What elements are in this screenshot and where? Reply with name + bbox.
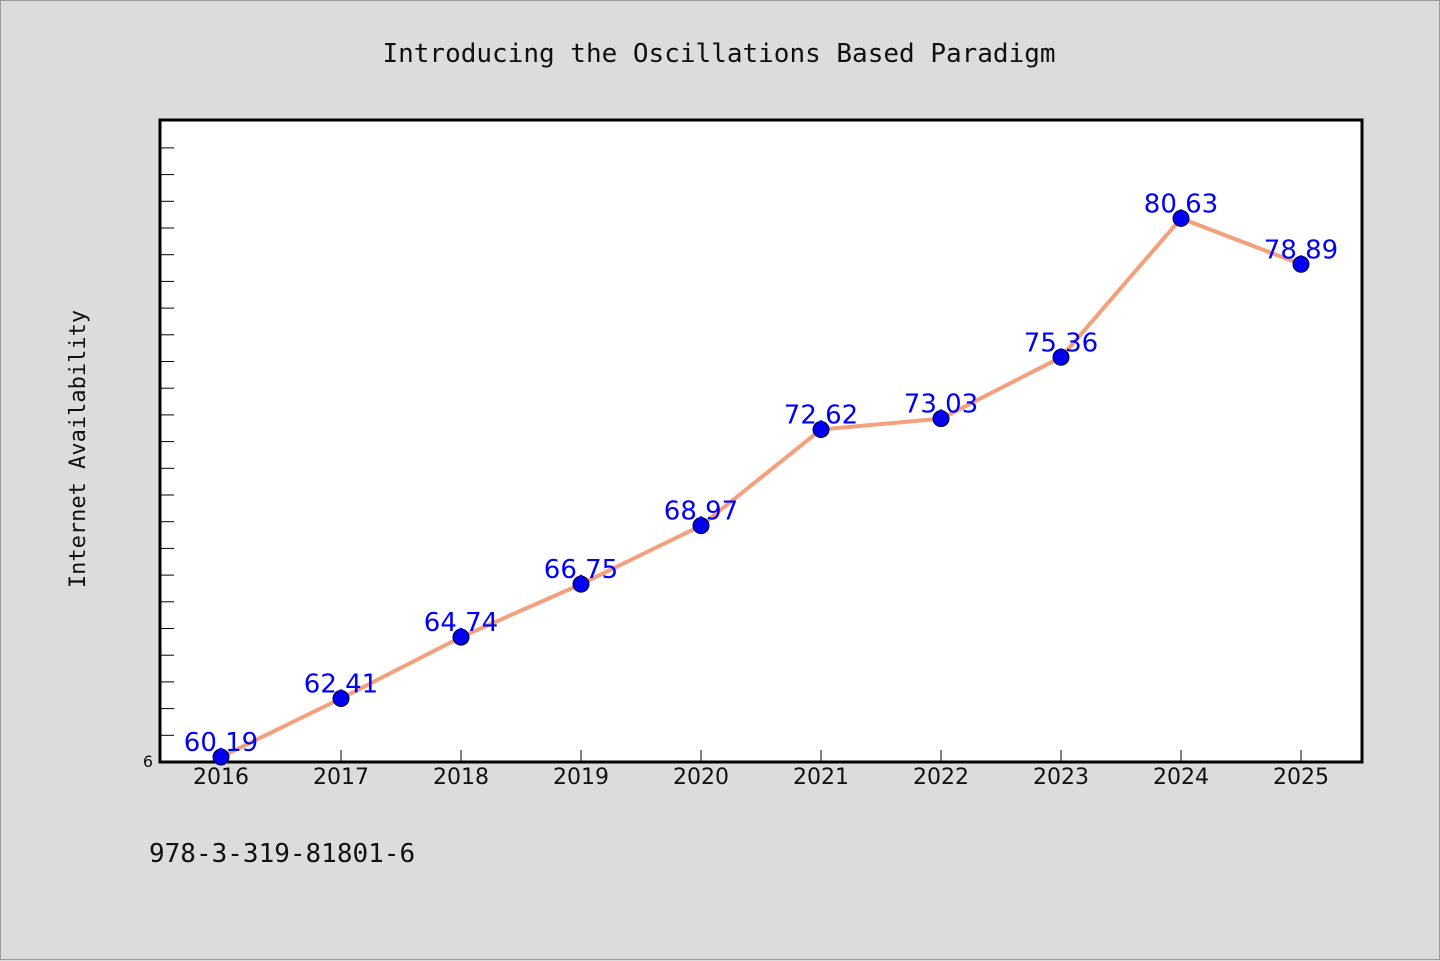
x-axis-ticks: 2016 2017 2018 2019 2020 2021 2022 2023 2024 2025	[193, 750, 1329, 790]
data-labels: 60.19 62.41 64.74 66.75 68.97 72.62 73.03 75.36…	[184, 189, 1338, 758]
data-label: 72.62	[784, 400, 858, 430]
x-tick-label: 2024	[1153, 765, 1209, 790]
data-label: 80.63	[1144, 189, 1218, 219]
y-axis-label: Internet Availability	[66, 310, 91, 588]
series-markers	[212, 209, 1310, 766]
data-label: 68.97	[664, 497, 738, 527]
data-point-marker	[1052, 348, 1070, 366]
data-label: 60.19	[184, 728, 258, 758]
data-point-marker	[812, 420, 830, 438]
chart-title: Introducing the Oscillations Based Parad…	[382, 39, 1055, 69]
data-point-marker	[212, 748, 230, 766]
y-tick-label: 6	[143, 752, 153, 771]
plot-area	[158, 118, 1364, 764]
x-tick-label: 2020	[673, 765, 729, 790]
footnote-isbn: 978-3-319-81801-6	[149, 839, 415, 869]
data-label: 66.75	[544, 555, 618, 585]
data-label: 73.03	[904, 390, 978, 420]
data-label: 75.36	[1024, 328, 1098, 358]
x-tick-label: 2016	[193, 765, 249, 790]
data-point-marker	[692, 517, 710, 535]
data-point-marker	[1172, 209, 1190, 227]
data-point-marker	[452, 628, 470, 646]
x-tick-label: 2025	[1273, 765, 1329, 790]
x-tick-label: 2023	[1033, 765, 1089, 790]
series-line	[220, 216, 1302, 759]
y-axis-ticks	[160, 147, 174, 763]
x-tick-label: 2018	[433, 765, 489, 790]
data-label: 62.41	[304, 669, 378, 699]
data-point-marker	[332, 689, 350, 707]
x-tick-label: 2021	[793, 765, 849, 790]
data-label: 64.74	[424, 608, 498, 638]
data-label: 78.89	[1264, 235, 1338, 265]
data-point-marker	[932, 410, 950, 428]
x-tick-label: 2019	[553, 765, 609, 790]
data-point-marker	[1292, 255, 1310, 273]
x-tick-label: 2017	[313, 765, 369, 790]
data-point-marker	[572, 575, 590, 593]
x-tick-label: 2022	[913, 765, 969, 790]
